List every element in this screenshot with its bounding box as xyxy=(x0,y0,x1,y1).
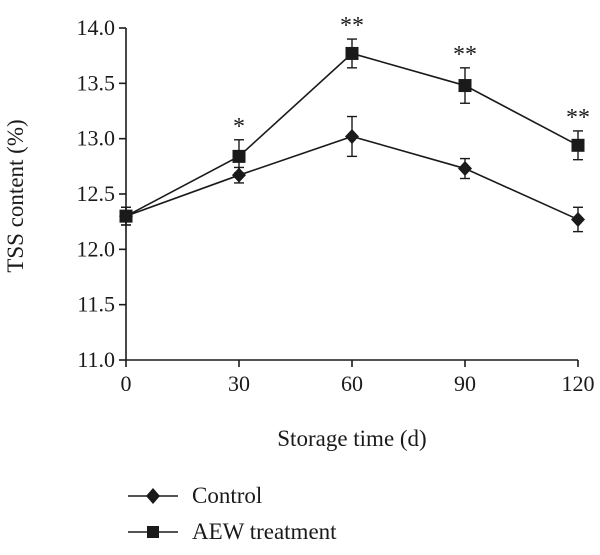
data-point-aew-treatment xyxy=(232,149,246,163)
data-point-aew-treatment xyxy=(458,79,472,93)
significance-label: ** xyxy=(453,42,477,68)
y-tick-label: 13.5 xyxy=(77,70,116,95)
significance-label: ** xyxy=(340,13,364,39)
data-point-control xyxy=(458,161,472,177)
y-tick-label: 11.5 xyxy=(77,292,115,317)
x-axis-title: Storage time (d) xyxy=(277,426,426,451)
data-point-control xyxy=(345,128,359,144)
y-tick-label: 13.0 xyxy=(77,126,116,151)
markers-layer xyxy=(119,46,585,227)
x-tick-label: 0 xyxy=(121,371,132,396)
data-point-aew-treatment xyxy=(345,46,359,60)
y-tick-label: 12.5 xyxy=(77,181,116,206)
legend-label-control: Control xyxy=(192,483,262,508)
data-point-control xyxy=(232,167,246,183)
annotations-layer: ******* xyxy=(233,13,590,140)
y-tick-label: 11.0 xyxy=(77,347,115,372)
x-tick-label: 120 xyxy=(562,371,595,396)
y-tick-label: 12.0 xyxy=(77,236,116,261)
legend-marker-control xyxy=(146,488,160,504)
legend: Control AEW treatment xyxy=(128,483,337,544)
data-point-aew-treatment xyxy=(571,138,585,152)
data-point-control xyxy=(571,211,585,227)
x-tick-label: 90 xyxy=(454,371,476,396)
axes-layer: 11.0 11.5 12.0 12.5 13.0 13.5 14.0 0 30 60 90 120 xyxy=(77,15,595,396)
significance-label: ** xyxy=(566,105,590,131)
y-axis-title: TSS content (%) xyxy=(3,119,28,272)
y-tick-label: 14.0 xyxy=(77,15,116,40)
legend-marker-aew xyxy=(147,526,159,538)
x-tick-label: 60 xyxy=(341,371,363,396)
legend-label-aew: AEW treatment xyxy=(192,519,337,544)
significance-label: * xyxy=(233,114,245,140)
x-tick-label: 30 xyxy=(228,371,250,396)
